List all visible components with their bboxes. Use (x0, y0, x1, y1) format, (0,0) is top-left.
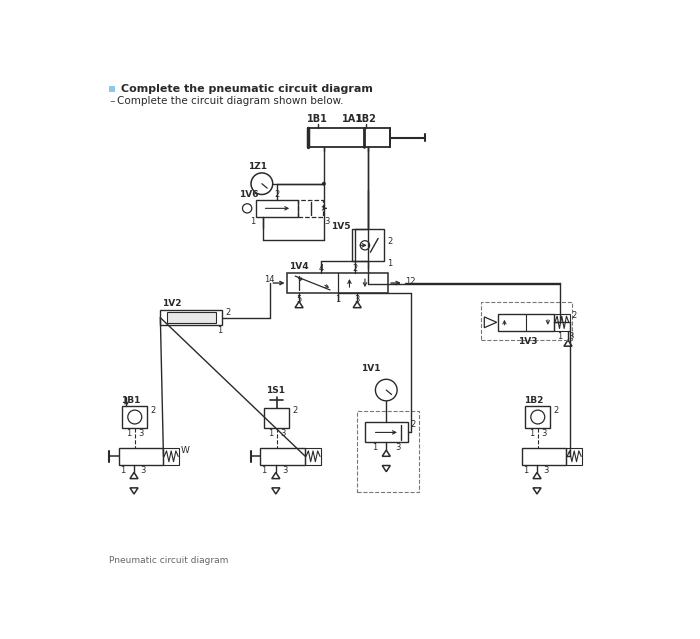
Circle shape (322, 181, 326, 186)
Text: 1: 1 (372, 443, 377, 452)
Bar (109, 86, 116, 92)
Text: 1V3: 1V3 (518, 337, 538, 346)
Text: W: W (181, 447, 190, 456)
Text: 1V4: 1V4 (289, 263, 309, 272)
Text: 2: 2 (553, 406, 559, 415)
Text: 3: 3 (395, 443, 401, 452)
Text: 1: 1 (250, 217, 255, 226)
Bar (163, 448, 179, 465)
Bar (352, 229, 384, 261)
Text: 1V5: 1V5 (331, 222, 351, 231)
Text: 2: 2 (150, 406, 155, 415)
Text: 14: 14 (264, 275, 274, 284)
Bar (566, 448, 582, 465)
Bar (526, 406, 550, 427)
Text: 1: 1 (268, 429, 273, 438)
Bar (256, 200, 298, 217)
Text: 1B2: 1B2 (524, 396, 543, 404)
Text: 1B1: 1B1 (121, 396, 140, 404)
Text: 1: 1 (335, 295, 340, 304)
Text: 1: 1 (216, 327, 222, 335)
Bar (122, 406, 147, 427)
Bar (160, 310, 223, 325)
Text: 2: 2 (274, 190, 280, 199)
Text: 2: 2 (225, 308, 231, 317)
Bar (288, 273, 389, 293)
Text: Complete the pneumatic circuit diagram: Complete the pneumatic circuit diagram (121, 84, 372, 94)
Text: 1A1: 1A1 (342, 114, 363, 124)
Bar (260, 448, 305, 465)
Text: 3: 3 (541, 429, 547, 438)
Text: 1: 1 (126, 429, 131, 438)
Text: 2: 2 (387, 237, 393, 246)
Bar (298, 200, 323, 217)
Bar (118, 448, 163, 465)
Text: 5: 5 (297, 295, 302, 304)
Text: 3: 3 (325, 217, 330, 226)
Text: 3: 3 (354, 295, 360, 304)
Text: 3: 3 (544, 466, 549, 475)
Text: 1B1: 1B1 (307, 114, 328, 124)
Text: 1: 1 (529, 429, 534, 438)
Text: –: – (109, 96, 115, 106)
Text: 3: 3 (282, 466, 288, 475)
Text: 2: 2 (571, 311, 576, 320)
Text: 1: 1 (262, 466, 267, 475)
Bar (365, 422, 407, 442)
Bar (481, 302, 572, 340)
Text: 1S1: 1S1 (266, 387, 285, 396)
Text: 12: 12 (405, 277, 416, 286)
Bar (305, 448, 321, 465)
Bar (167, 312, 216, 323)
Bar (357, 411, 419, 493)
Text: 4: 4 (318, 264, 323, 273)
Text: 2: 2 (352, 264, 358, 273)
Text: 2: 2 (292, 406, 298, 415)
Text: 1: 1 (387, 259, 393, 268)
Text: 1: 1 (120, 466, 125, 475)
Text: 1Z1: 1Z1 (248, 162, 267, 171)
Text: 1V1: 1V1 (361, 364, 381, 373)
Text: 3: 3 (280, 429, 286, 438)
Text: 3: 3 (139, 429, 143, 438)
Bar (498, 314, 554, 331)
Text: Pneumatic circuit diagram: Pneumatic circuit diagram (109, 556, 229, 565)
Text: 1V6: 1V6 (239, 190, 259, 199)
Text: 2: 2 (411, 420, 416, 429)
Text: 3: 3 (568, 332, 573, 341)
Bar (309, 128, 390, 147)
Text: 1: 1 (523, 466, 528, 475)
Bar (264, 408, 289, 427)
Text: 3: 3 (141, 466, 146, 475)
Bar (522, 448, 566, 465)
Text: 1B2: 1B2 (356, 114, 377, 124)
Bar (554, 314, 570, 331)
Text: 1: 1 (557, 332, 562, 341)
Text: Complete the circuit diagram shown below.: Complete the circuit diagram shown below… (117, 96, 344, 106)
Text: 1V2: 1V2 (162, 299, 181, 309)
